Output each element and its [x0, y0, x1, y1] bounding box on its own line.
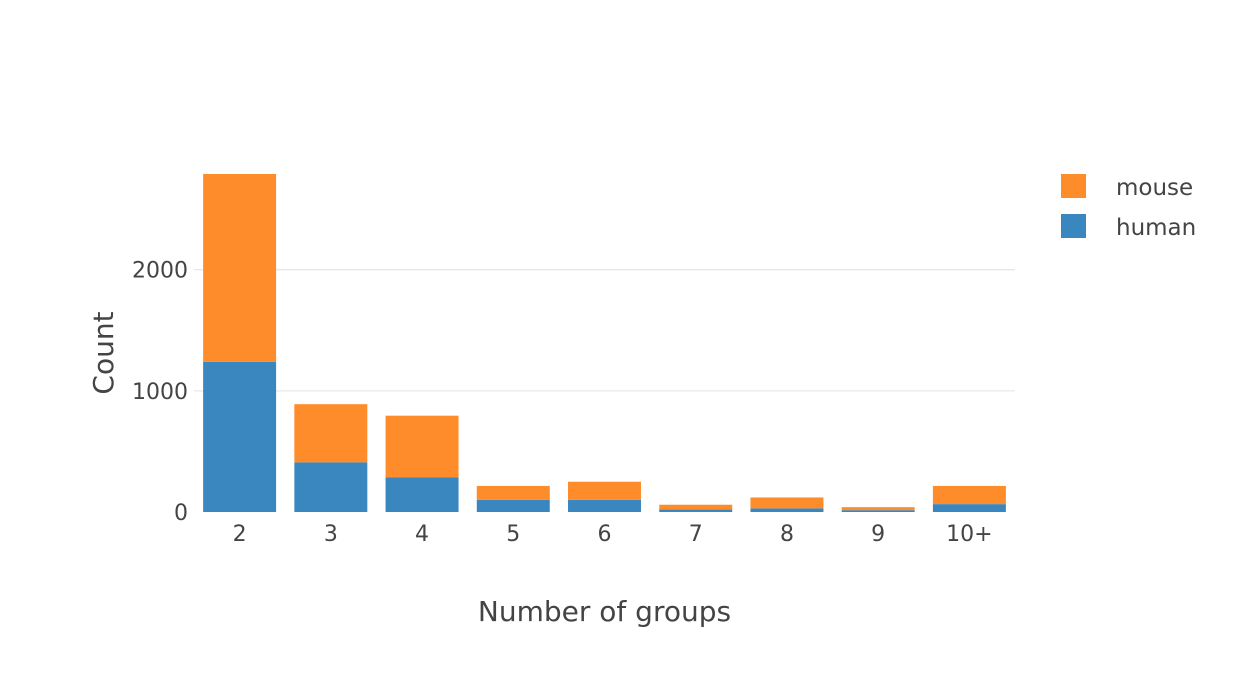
legend-item-mouse[interactable]: mouse	[1061, 174, 1193, 201]
bar-human-7[interactable]	[659, 509, 733, 512]
bar-mouse-6[interactable]	[568, 481, 641, 500]
x-tick-label: 4	[415, 522, 429, 547]
y-tick-label: 2000	[132, 259, 188, 284]
bar-mouse-9[interactable]	[841, 507, 915, 511]
x-tick-label: 6	[598, 522, 612, 547]
bar-human-4[interactable]	[385, 477, 459, 512]
bar-mouse-7[interactable]	[659, 504, 733, 510]
bar-human-8[interactable]	[750, 508, 824, 512]
y-tick-label: 0	[174, 501, 188, 526]
bar-mouse-4[interactable]	[385, 415, 459, 478]
bar-human-9[interactable]	[841, 510, 915, 512]
bar-human-5[interactable]	[476, 499, 550, 512]
bar-human-3[interactable]	[294, 462, 368, 512]
x-axis-ticks: 2 3 4 5 6 7 8 9 10+	[233, 522, 993, 547]
bar-human-2[interactable]	[203, 361, 277, 512]
x-tick-label: 2	[233, 522, 247, 547]
legend-swatch-human	[1061, 214, 1086, 238]
x-tick-label: 3	[324, 522, 338, 547]
x-axis-title: Number of groups	[478, 595, 731, 628]
y-gridlines	[194, 269, 1015, 392]
y-tick-label: 1000	[132, 380, 188, 405]
x-tick-label: 7	[689, 522, 703, 547]
bar-stacks	[203, 174, 1006, 512]
x-tick-label: 8	[780, 522, 794, 547]
bar-mouse-2[interactable]	[203, 174, 277, 362]
legend[interactable]: mouse human	[1061, 174, 1196, 241]
bar-mouse-5[interactable]	[476, 485, 550, 500]
x-tick-label: 9	[871, 522, 885, 547]
y-axis-ticks: 0 1000 2000	[132, 259, 188, 526]
x-tick-label: 10+	[946, 522, 992, 547]
legend-swatch-mouse	[1061, 174, 1086, 198]
bar-mouse-10+[interactable]	[932, 485, 1006, 505]
bar-human-6[interactable]	[568, 499, 641, 512]
bar-mouse-3[interactable]	[294, 404, 368, 463]
legend-label-human: human	[1116, 215, 1196, 241]
x-tick-label: 5	[506, 522, 520, 547]
y-axis-title: Count	[87, 311, 120, 394]
bar-mouse-8[interactable]	[750, 497, 824, 509]
legend-item-human[interactable]: human	[1061, 214, 1196, 241]
legend-label-mouse: mouse	[1116, 175, 1193, 201]
bar-human-10+[interactable]	[932, 504, 1006, 512]
